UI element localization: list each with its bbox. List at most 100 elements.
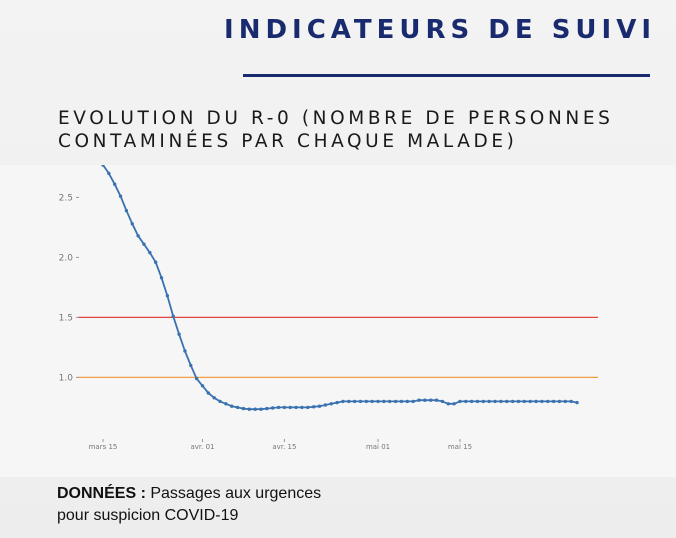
r0-data-point (124, 208, 129, 213)
r0-data-point (341, 399, 345, 404)
r0-data-point (434, 398, 439, 402)
r0-data-point (311, 405, 316, 409)
r0-data-point (546, 399, 550, 404)
r0-data-point (235, 405, 240, 410)
r0-data-point (370, 399, 374, 404)
plot-panel: 2.5 2.0 1.5 1.0 mars 15 avr. 01 avr. 15 mai 01 m… (0, 165, 676, 477)
r0-data-point (510, 399, 515, 404)
r0-data-point (171, 314, 175, 318)
r0-data-point (265, 406, 269, 411)
r0-data-point (335, 400, 339, 405)
r0-data-point (200, 384, 205, 388)
r0-data-point (347, 399, 351, 404)
x-tick-label: mars 15 (89, 443, 118, 451)
r0-data-point (382, 399, 386, 404)
r0-data-point (241, 406, 246, 411)
r0-data-point (358, 399, 363, 404)
page-title: INDICATEURS DE SUIVI (224, 15, 656, 45)
title-underline (243, 74, 650, 77)
r0-data-point (364, 399, 369, 404)
r0-data-point (557, 399, 562, 404)
r0-data-point (528, 399, 532, 404)
r0-data-point (317, 404, 322, 408)
x-tick-label: avr. 01 (190, 443, 214, 451)
r0-data-point (247, 407, 251, 411)
x-tick-label: avr. 15 (272, 443, 296, 451)
chart-title-line-1: EVOLUTION DU R-0 (NOMBRE DE PERSONNES (58, 108, 614, 129)
r0-data-point (194, 376, 199, 381)
r0-data-point (505, 399, 509, 404)
r0-data-point (300, 405, 304, 410)
y-tick-label: 2.0 (59, 253, 74, 263)
r0-data-point (417, 398, 421, 402)
r0-data-point (388, 399, 392, 404)
r0-data-point (405, 399, 409, 404)
r0-data-point (177, 332, 181, 336)
r0-data-point (446, 402, 450, 406)
r0-data-point (253, 407, 257, 411)
r0-data-point (306, 405, 310, 410)
r0-data-point (534, 399, 538, 404)
r0-data-point (113, 182, 117, 186)
r0-data-point (352, 399, 357, 404)
r0-data-point (282, 405, 287, 410)
r0-data-point (499, 399, 503, 404)
data-source-line-1: Passages aux urgences (145, 485, 322, 502)
r0-data-point (130, 222, 134, 226)
r0-data-point (481, 399, 486, 404)
r0-data-point (393, 399, 398, 404)
r0-data-point (206, 391, 211, 395)
r0-data-point (183, 349, 187, 353)
y-tick-label: 1.5 (59, 313, 73, 323)
r0-data-point (323, 403, 328, 407)
r0-data-point (493, 399, 497, 404)
r0-data-point (212, 396, 216, 400)
r0-data-point (224, 402, 228, 406)
r0-data-point (159, 276, 164, 280)
chart-title-line-2: CONTAMINÉES PAR CHAQUE MALADE) (58, 131, 518, 152)
r0-data-point (136, 234, 140, 238)
r0-data-point (107, 171, 111, 176)
r0-data-point (218, 399, 222, 404)
r0-data-point (452, 402, 456, 406)
r0-data-point (142, 242, 146, 246)
r0-data-point (165, 294, 170, 298)
r0-data-point (101, 165, 105, 167)
r0-data-point (423, 398, 427, 402)
r0-data-point (464, 399, 468, 404)
r0-data-point (475, 399, 480, 404)
y-tick-label: 1.0 (59, 373, 74, 383)
r0-data-point (440, 399, 445, 404)
r0-data-point (271, 406, 275, 410)
r0-data-point (294, 405, 298, 410)
r0-data-point (569, 399, 573, 404)
r0-series-line (102, 165, 578, 411)
data-source-note: DONNÉES : Passages aux urgences pour sus… (57, 483, 321, 527)
data-source-label: DONNÉES : (57, 485, 146, 502)
r0-data-point (148, 250, 152, 255)
r0-data-point (469, 399, 474, 404)
r0-data-point (376, 399, 380, 404)
r0-data-point (429, 398, 433, 402)
x-tick-label: mai 15 (448, 443, 472, 451)
r0-data-point (522, 399, 527, 404)
r0-data-point (563, 399, 567, 404)
r0-data-point (516, 399, 521, 404)
r0-line-chart: 2.5 2.0 1.5 1.0 mars 15 avr. 01 avr. 15 mai 01 m… (59, 165, 598, 451)
x-tick-label: mai 01 (366, 443, 390, 451)
r0-data-point (153, 260, 158, 264)
r0-data-point (118, 194, 123, 198)
r0-data-point (259, 407, 263, 411)
r0-data-point (399, 399, 404, 404)
r0-data-point (329, 402, 333, 406)
r0-data-point (551, 399, 556, 404)
r0-data-point (411, 399, 415, 404)
r0-data-point (230, 404, 234, 408)
r0-data-point (458, 399, 462, 404)
chart-title: EVOLUTION DU R-0 (NOMBRE DE PERSONNES CO… (58, 107, 673, 153)
r0-data-point (288, 405, 292, 410)
r0-data-point (575, 400, 579, 405)
y-tick-label: 2.5 (59, 193, 73, 203)
r0-data-point (276, 405, 281, 410)
data-source-line-2: pour suspicion COVID-19 (57, 507, 239, 524)
